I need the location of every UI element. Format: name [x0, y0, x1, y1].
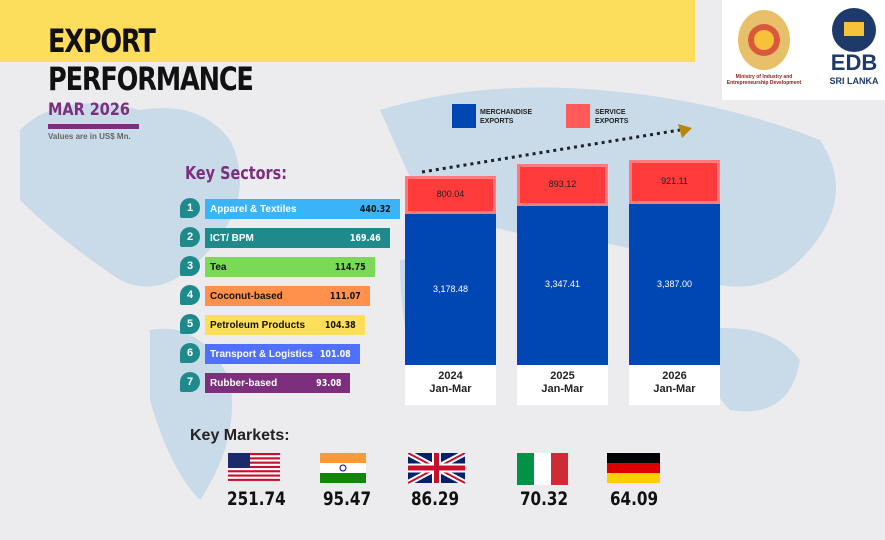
growth-trend-arrow — [421, 124, 692, 174]
germany-flag-icon — [607, 453, 660, 483]
edb-logo-sub: SRI LANKA — [829, 76, 879, 86]
sector-rank-badge: 4 — [180, 285, 200, 305]
logo-panel: Ministry of Industry and Entrepreneurshi… — [722, 0, 885, 100]
sector-value: 169.46 — [350, 232, 382, 244]
market-value: 86.29 — [410, 488, 460, 510]
merchandise-bar: 3,387.00 — [629, 204, 720, 365]
sector-name: Transport & Logistics — [210, 348, 313, 360]
edb-lion-icon — [832, 8, 876, 52]
sector-bar: ICT/ BPM 169.46 — [205, 228, 390, 248]
x-year: 2024 — [438, 370, 463, 382]
sector-rank-badge: 3 — [180, 256, 200, 276]
sector-value: 93.08 — [316, 377, 342, 389]
x-year: 2026 — [662, 370, 687, 382]
sector-rank-badge: 1 — [180, 198, 200, 218]
sector-name: Tea — [210, 261, 227, 273]
sector-bar: Transport & Logistics 101.08 — [205, 344, 360, 364]
sector-value: 111.07 — [330, 290, 362, 302]
sector-value: 104.38 — [325, 319, 357, 331]
key-sectors-heading: Key Sectors: — [185, 163, 287, 184]
legend-swatch-service — [566, 104, 590, 128]
market-value: 70.32 — [519, 488, 569, 510]
sector-rank-badge: 7 — [180, 372, 200, 392]
title-line1: EXPORT — [48, 22, 156, 60]
sector-rank-badge: 2 — [180, 227, 200, 247]
x-period: Jan-Mar — [541, 383, 584, 395]
sector-value: 101.08 — [320, 348, 352, 360]
market-value: 251.74 — [227, 488, 286, 510]
sector-bar: Tea 114.75 — [205, 257, 375, 277]
units-note: Values are in US$ Mn. — [48, 132, 131, 141]
period: MAR 2026 — [48, 100, 130, 120]
sector-bar: Rubber-based 93.08 — [205, 373, 350, 393]
service-bar: 800.04 — [405, 176, 496, 215]
x-axis-label: 2025 Jan-Mar — [517, 365, 608, 405]
merchandise-bar: 3,178.48 — [405, 214, 496, 365]
bar-value-label: 3,347.41 — [544, 279, 581, 290]
x-axis-label: 2024 Jan-Mar — [405, 365, 496, 405]
sector-rank-badge: 6 — [180, 343, 200, 363]
legend-label-merchandise: MERCHANDISE EXPORTS — [480, 109, 533, 125]
merchandise-bar: 3,347.41 — [517, 205, 608, 365]
sector-name: ICT/ BPM — [210, 232, 254, 244]
market-value: 95.47 — [322, 488, 372, 510]
x-year: 2025 — [550, 370, 575, 382]
x-axis-label: 2026 Jan-Mar — [629, 365, 720, 405]
bar-value-label: 800.04 — [436, 189, 465, 200]
service-bar: 921.11 — [629, 160, 720, 205]
edb-logo-text: EDB — [830, 50, 878, 75]
uk-flag-icon — [408, 453, 466, 485]
sector-name: Petroleum Products — [210, 319, 306, 331]
sector-value: 114.75 — [335, 261, 367, 273]
usa-flag-icon — [228, 453, 280, 481]
service-bar: 893.12 — [517, 163, 608, 206]
italy-flag-icon — [517, 453, 568, 485]
bar-value-label: 3,387.00 — [656, 278, 693, 289]
sector-name: Apparel & Textiles — [210, 203, 297, 215]
key-markets-heading: Key Markets: — [190, 427, 290, 444]
bar-value-label: 3,178.48 — [432, 283, 469, 294]
market-value: 64.09 — [609, 488, 659, 510]
bar-value-label: 921.11 — [661, 176, 688, 187]
header-band — [0, 0, 695, 62]
ministry-emblem-icon — [738, 10, 790, 70]
sector-rank-badge: 5 — [180, 314, 200, 334]
legend-swatch-merchandise — [452, 104, 476, 128]
x-period: Jan-Mar — [429, 383, 472, 395]
sector-name: Coconut-based — [210, 290, 283, 302]
bar-value-label: 893.12 — [548, 178, 577, 189]
underline — [48, 124, 139, 129]
sector-name: Rubber-based — [210, 377, 278, 389]
x-period: Jan-Mar — [653, 383, 696, 395]
legend-label-service: SERVICE EXPORTS — [595, 109, 629, 125]
sector-bar: Apparel & Textiles 440.32 — [205, 199, 400, 219]
sector-bar: Petroleum Products 104.38 — [205, 315, 365, 335]
ministry-name: Ministry of Industry and Entrepreneurshi… — [726, 74, 802, 86]
title-line2: PERFORMANCE — [48, 60, 254, 98]
india-flag-icon — [320, 453, 366, 483]
sector-bar: Coconut-based 111.07 — [205, 286, 370, 306]
sector-value: 440.32 — [360, 203, 392, 215]
